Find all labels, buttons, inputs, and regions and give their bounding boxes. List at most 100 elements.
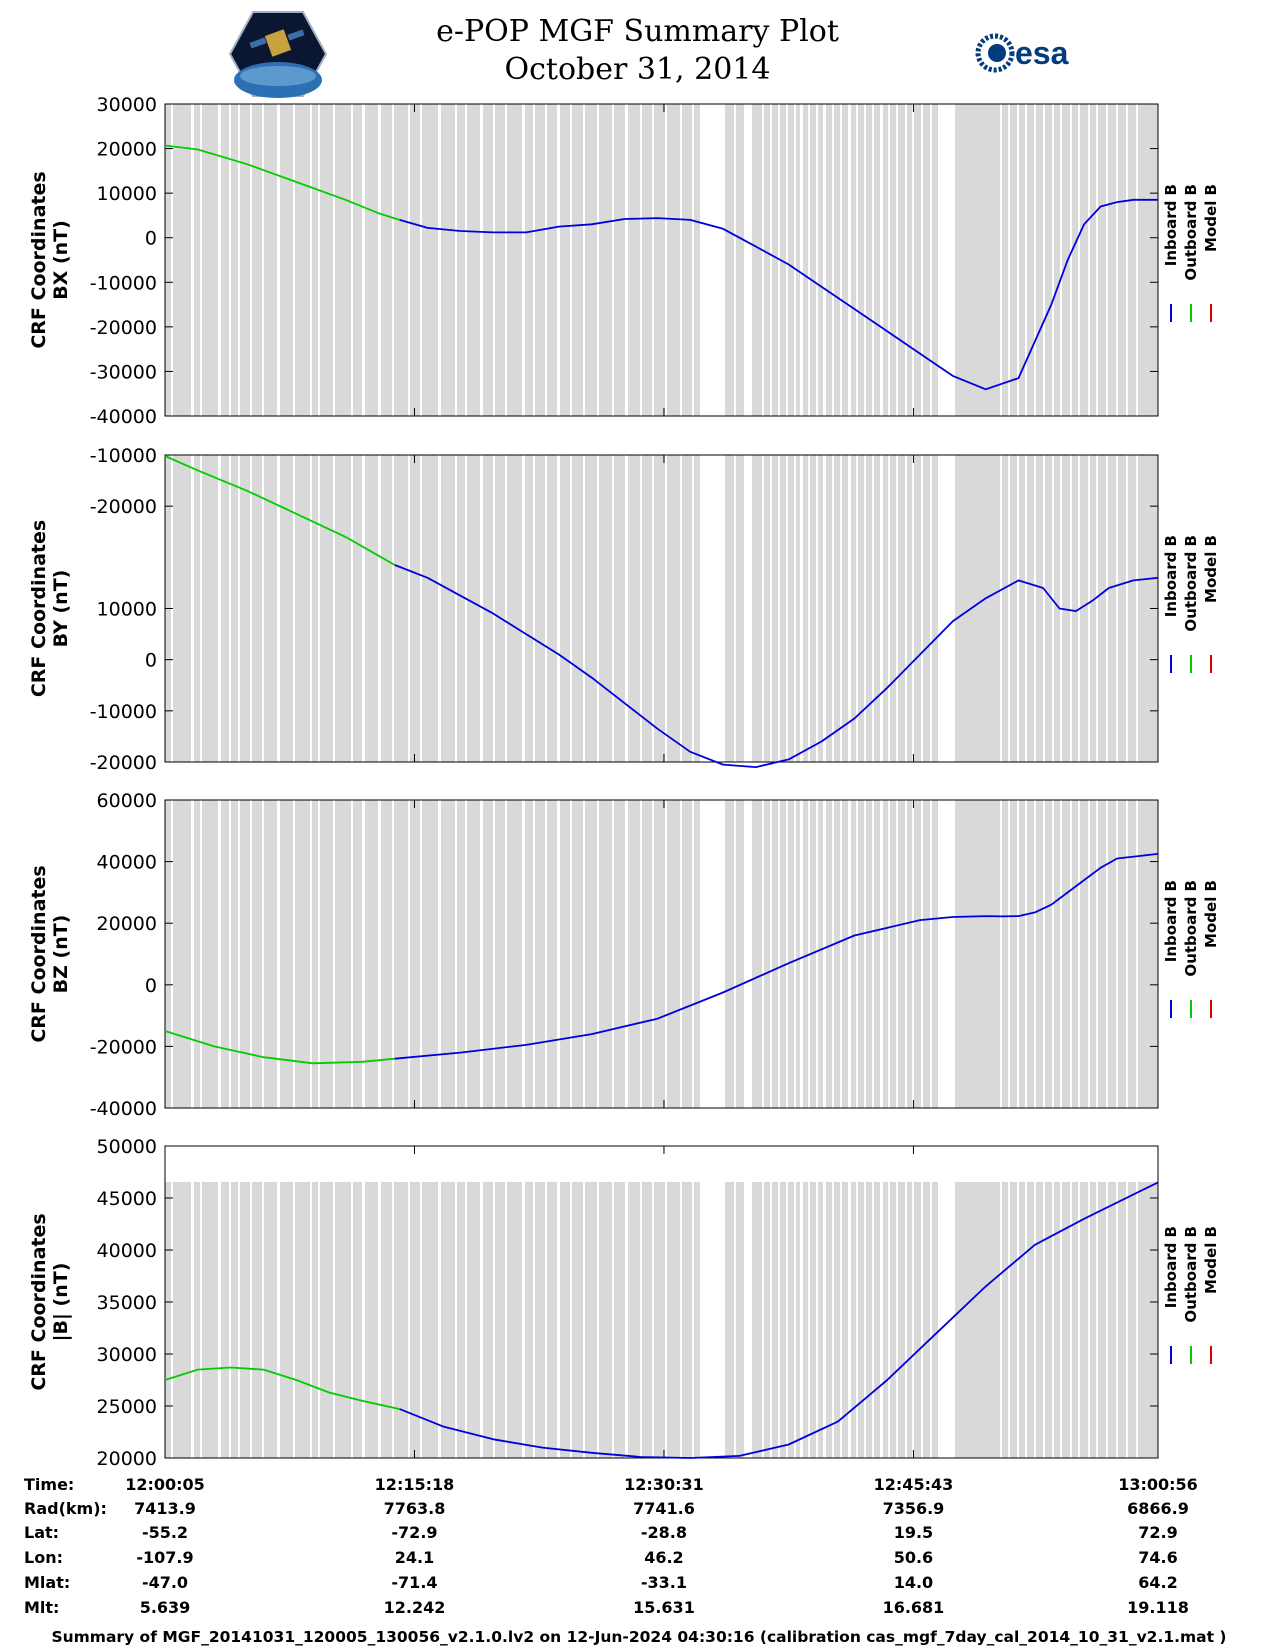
gap-band: [625, 455, 628, 762]
gap-band: [940, 1182, 945, 1458]
coverage-shade: [165, 800, 1158, 1108]
gap-band: [905, 455, 907, 762]
gap-band: [944, 104, 955, 416]
footer-caption: Summary of MGF_20141031_120005_130056_v2…: [51, 1628, 1227, 1646]
y-tick-label: -20000: [90, 317, 157, 339]
gap-band: [848, 1182, 851, 1458]
gap-band: [640, 455, 642, 762]
gap-band: [665, 1182, 667, 1458]
y-axis-label: BX (nT): [50, 220, 72, 300]
info-row-label: Lon:: [24, 1548, 63, 1567]
y-tick-label: -10000: [90, 272, 157, 294]
y-axis-label: |B| (nT): [50, 1263, 72, 1342]
gap-band: [652, 800, 654, 1108]
gap-band: [557, 800, 560, 1108]
gap-band: [940, 104, 945, 416]
gap-band: [1136, 104, 1138, 416]
gap-band: [362, 1182, 365, 1458]
gap-band: [778, 800, 780, 1108]
gap-band: [318, 455, 320, 762]
gap-band: [888, 104, 890, 416]
gap-band: [480, 104, 483, 416]
gap-band: [597, 1182, 599, 1458]
y-tick-label: 25000: [97, 1396, 157, 1418]
gap-band: [762, 1182, 764, 1458]
gap-band: [545, 455, 547, 762]
gap-band: [1000, 104, 1002, 416]
info-value: 72.9: [1138, 1523, 1178, 1542]
gap-band: [872, 1182, 874, 1458]
page-title: e-POP MGF Summary Plot: [436, 14, 839, 49]
gap-band: [856, 1182, 858, 1458]
gap-band: [1008, 800, 1010, 1108]
y-tick-label: -20000: [90, 752, 157, 774]
gap-band: [1052, 104, 1054, 416]
gap-band: [888, 800, 890, 1108]
gap-band: [1116, 1182, 1118, 1458]
legend-entry: Outboard B: [1182, 184, 1200, 281]
info-value: 12:00:05: [125, 1475, 205, 1494]
gap-band: [832, 800, 834, 1108]
legend-entry: Model B: [1202, 880, 1220, 948]
gap-band: [848, 800, 851, 1108]
info-value: -107.9: [136, 1548, 194, 1567]
coverage-shade: [165, 104, 1158, 416]
gap-band: [570, 455, 572, 762]
gap-band: [1008, 1182, 1010, 1458]
y-tick-label: -20000: [90, 496, 157, 518]
info-value: -71.4: [391, 1573, 438, 1592]
legend-entry: Outboard B: [1182, 1226, 1200, 1323]
gap-band: [921, 800, 923, 1108]
gap-band: [378, 455, 381, 762]
gap-band: [808, 455, 810, 762]
gap-band: [872, 800, 874, 1108]
info-value: 19.5: [893, 1523, 934, 1542]
gap-band: [1034, 455, 1036, 762]
series-inboard-b: [399, 1181, 1159, 1459]
info-value: -47.0: [141, 1573, 189, 1592]
info-value: -55.2: [141, 1523, 189, 1542]
orbit-info-table: Time: Rad(km): Lat: Lon: Mlat: Mlt: 12:00:05 74…: [0, 1462, 1275, 1622]
gap-band: [200, 455, 202, 762]
info-row-label: Time:: [24, 1475, 75, 1494]
gap-band: [522, 800, 525, 1108]
gap-band: [191, 1182, 194, 1458]
gap-band: [680, 455, 682, 762]
gap-band: [778, 455, 780, 762]
gap-band: [1106, 1182, 1108, 1458]
gap-band: [1017, 1182, 1019, 1458]
gap-band: [545, 1182, 547, 1458]
y-tick-label: 20000: [97, 139, 157, 161]
gap-band: [392, 104, 394, 416]
gap-band: [1116, 800, 1118, 1108]
gap-band: [570, 104, 572, 416]
gap-band: [794, 104, 796, 416]
gap-band: [930, 104, 932, 416]
gap-band: [1096, 455, 1098, 762]
gap-band: [597, 104, 599, 416]
info-value: 13:00:56: [1118, 1475, 1198, 1494]
coverage-shade: [165, 1182, 1158, 1458]
gap-band: [896, 455, 898, 762]
gap-band: [762, 800, 764, 1108]
info-value: 5.639: [139, 1598, 191, 1617]
gap-band: [1017, 800, 1019, 1108]
gap-band: [191, 455, 194, 762]
gap-band: [505, 800, 507, 1108]
gap-band: [770, 104, 772, 416]
gap-band: [229, 455, 231, 762]
gap-band: [262, 1182, 264, 1458]
gap-band: [250, 104, 252, 416]
gap-band: [744, 1182, 752, 1458]
gap-band: [378, 800, 381, 1108]
gap-band: [640, 104, 642, 416]
gap-band: [823, 1182, 826, 1458]
gap-band: [880, 455, 883, 762]
gap-band: [734, 455, 736, 762]
y-tick-label: 10000: [97, 183, 157, 205]
info-value: 74.6: [1138, 1548, 1178, 1567]
gap-band: [734, 104, 736, 416]
panel-1: 30000 20000 10000 0 -10000 -20000 -30000 -40000…: [28, 94, 1220, 428]
gap-band: [310, 800, 312, 1108]
gap-band: [612, 104, 614, 416]
